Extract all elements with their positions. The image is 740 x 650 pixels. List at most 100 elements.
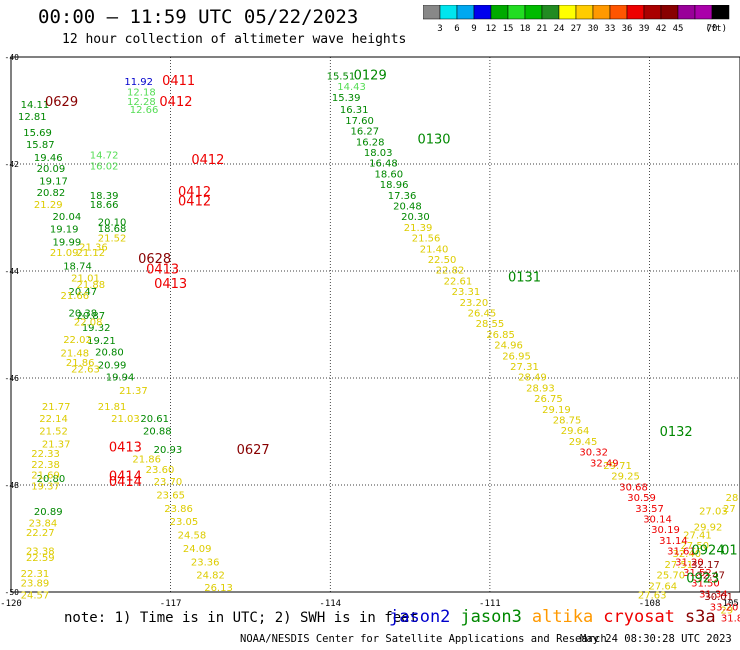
swh-value-label: 29: [720, 605, 733, 616]
x-tick-label: -114: [319, 599, 341, 609]
x-tick-label: -120: [0, 599, 22, 609]
swh-value-label: 22.38: [31, 460, 60, 471]
satellite-legend-s3a: s3a: [684, 607, 716, 627]
swh-value-label: 15.87: [26, 140, 55, 151]
swh-value-label: 22.63: [71, 365, 100, 376]
swh-value-label: 23.60: [146, 465, 175, 476]
swh-value-label: 21.86: [132, 455, 161, 466]
swh-value-label: 21.29: [34, 200, 63, 211]
swh-value-label: 19.46: [34, 153, 63, 164]
swh-value-label: 20.48: [393, 201, 422, 212]
swh-value-label: 21.88: [76, 280, 105, 291]
swh-value-label: 22.82: [436, 266, 465, 277]
swh-value-label: 19.94: [106, 373, 135, 384]
swh-value-label: 21.77: [42, 402, 71, 413]
swh-value-label: 18.96: [380, 180, 409, 191]
colorbar-label: 18: [520, 24, 531, 34]
x-tick-label: -117: [160, 599, 182, 609]
swh-value-label: 18.03: [364, 148, 393, 159]
pass-time-label: 0412: [178, 195, 211, 210]
swh-value-label: 27.63: [638, 590, 667, 601]
swh-value-label: 19.19: [50, 224, 79, 235]
swh-value-label: 21.09: [50, 248, 79, 259]
swh-value-label: 27.03: [699, 506, 728, 517]
satellite-legend-jason3: jason3: [460, 607, 522, 627]
swh-value-label: 27.31: [510, 362, 539, 373]
satellite-legend: jason2 jason3 altika cryosat s3a: [389, 607, 726, 627]
swh-value-label: 28: [726, 493, 739, 504]
pass-time-label: 01: [721, 544, 738, 559]
swh-value-label: 30.01: [704, 592, 733, 603]
colorbar-label: 70: [707, 24, 718, 34]
swh-value-label: 23.20: [460, 298, 489, 309]
y-tick-label: -50: [5, 588, 20, 597]
swh-value-label: 23.70: [154, 477, 183, 488]
colorbar-label: 15: [503, 24, 514, 34]
pass-time-label: 0129: [354, 68, 387, 83]
swh-value-label: 26.85: [486, 330, 515, 341]
swh-value-label: 29.19: [542, 405, 571, 416]
swh-value-label: 27.41: [683, 531, 712, 542]
swh-value-label: 21.37: [42, 440, 71, 451]
swh-value-label: 21.56: [412, 234, 441, 245]
swh-value-label: 19.17: [39, 176, 68, 187]
swh-value-label: 18.66: [90, 200, 119, 211]
swh-value-label: 32.17: [691, 560, 720, 571]
swh-value-label: 22.50: [428, 255, 457, 266]
pass-time-label: 0413: [109, 440, 142, 455]
swh-value-label: 23.65: [156, 490, 185, 501]
swh-value-label: 24.82: [196, 571, 225, 582]
swh-value-label: 30.14: [643, 514, 672, 525]
pass-time-label: 0414: [109, 475, 142, 490]
swh-value-label: 12.66: [130, 105, 159, 116]
swh-value-label: 15.39: [332, 93, 361, 104]
pass-time-label: 0924: [692, 544, 725, 559]
chart-title: 00:00 – 11:59 UTC 05/22/2023: [38, 6, 359, 28]
swh-value-label: 20.61: [140, 414, 169, 425]
swh-value-label: 29.71: [603, 461, 632, 472]
colorbar-label: 39: [639, 24, 650, 34]
swh-value-label: 16.27: [351, 127, 380, 138]
y-tick-label: -48: [5, 481, 20, 490]
swh-value-label: 26.45: [468, 308, 497, 319]
pass-time-label: 0412: [178, 185, 211, 200]
pass-time-label: 0629: [45, 95, 78, 110]
swh-value-label: 16.48: [369, 159, 398, 170]
colorbar-legend: 3 6 9 12 15 18 21 24 27 30 33 36 39 42 45 70(ft): [423, 5, 730, 34]
swh-value-label: 20.80: [37, 474, 66, 485]
satellite-legend-cryosat: cryosat: [603, 607, 675, 627]
swh-value-label: 17.36: [388, 191, 417, 202]
swh-value-label: 20.38: [69, 308, 98, 319]
swh-value-label: 20.99: [98, 360, 127, 371]
swh-value-label: 20.89: [34, 507, 63, 518]
swh-value-label: 16.31: [340, 105, 369, 116]
swh-value-label: 17.60: [345, 116, 374, 127]
swh-value-label: 20.47: [69, 287, 98, 298]
swh-value-label: 24.58: [178, 531, 207, 542]
chart-subtitle: 12 hour collection of altimeter wave hei…: [62, 32, 407, 47]
swh-value-label: 23.86: [164, 504, 193, 515]
swh-value-label: 33.57: [635, 504, 664, 515]
swh-value-label: 23.89: [21, 579, 50, 590]
pass-time-label: 0414: [109, 470, 142, 485]
pass-time-label: 0131: [508, 271, 541, 286]
swh-value-label: 29.25: [611, 472, 640, 483]
swh-value-label: 21.39: [404, 223, 433, 234]
swh-value-label: 31.20: [675, 557, 704, 568]
swh-value-label: 21.86: [66, 358, 95, 369]
swh-value-label: 31.34: [699, 589, 728, 600]
swh-value-label: 28.49: [518, 373, 547, 384]
swh-value-label: 20.04: [53, 212, 82, 223]
colorbar-label: 45: [673, 24, 684, 34]
swh-value-label: 15.69: [23, 128, 52, 139]
swh-value-label: 21.01: [71, 274, 100, 285]
swh-value-label: 30.19: [651, 525, 680, 536]
swh-value-label: 24.09: [183, 544, 212, 555]
swh-value-label: 26.75: [534, 394, 563, 405]
swh-value-label: 22.02: [63, 335, 92, 346]
swh-value-label: 12.28: [127, 97, 156, 108]
colorbar-unit: (ft): [705, 24, 727, 34]
pass-time-label: 0130: [417, 133, 450, 148]
